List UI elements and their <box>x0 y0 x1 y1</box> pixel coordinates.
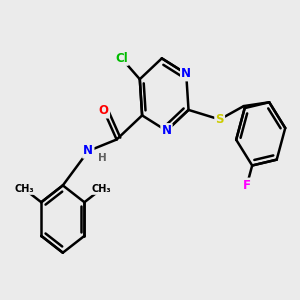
Text: F: F <box>243 179 251 192</box>
Text: CH₃: CH₃ <box>14 184 34 194</box>
Text: O: O <box>99 104 109 117</box>
Text: S: S <box>215 113 224 126</box>
Text: N: N <box>161 124 172 137</box>
Text: CH₃: CH₃ <box>92 184 111 194</box>
Text: H: H <box>98 153 106 163</box>
Text: Cl: Cl <box>115 52 128 65</box>
Text: N: N <box>181 67 191 80</box>
Text: N: N <box>83 145 93 158</box>
